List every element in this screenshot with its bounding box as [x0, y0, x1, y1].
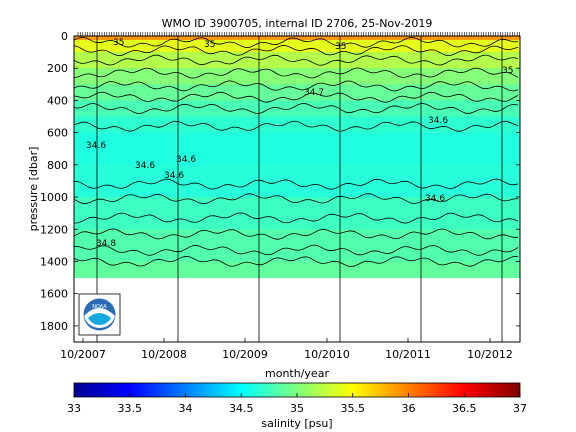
contour-lines — [74, 36, 519, 268]
y-tick-label: 200 — [47, 62, 68, 75]
x-axis-label: month/year — [265, 367, 329, 380]
contour-labels: 34.6 34.6 34.6 34.6 34.6 34.6 34.7 35 35 35 35 34.8 — [86, 38, 513, 249]
chart-title: WMO ID 3900705, internal ID 2706, 25-Nov… — [162, 17, 433, 30]
contour-line — [74, 102, 519, 115]
contour-line — [74, 193, 519, 205]
noaa-logo: NOAA — [78, 293, 121, 336]
y-axis-label: pressure [dbar] — [27, 147, 40, 232]
profile-gap-lines — [96, 36, 503, 342]
y-tick-label: 1000 — [40, 191, 68, 204]
salinity-band — [74, 84, 520, 101]
x-axis-ticks: 10/2007 10/2008 10/2009 10/2010 10/2011 10/20… — [60, 338, 513, 361]
colorbar-tick-label: 37 — [513, 402, 527, 415]
x-tick-label: 10/2007 — [60, 348, 106, 361]
y-tick-label: 600 — [47, 127, 68, 140]
colorbar-tick-label: 33 — [67, 402, 81, 415]
contour-label: 35 — [335, 42, 346, 52]
y-tick-label: 0 — [61, 30, 68, 43]
svg-text:NOAA: NOAA — [92, 304, 107, 310]
contour-line — [74, 45, 519, 57]
surface-band — [74, 36, 520, 41]
salinity-band — [74, 68, 520, 85]
contour-line — [74, 228, 519, 240]
contour-label: 34.6 — [135, 161, 155, 171]
colorbar-tick-label: 35 — [290, 402, 304, 415]
colorbar-label: salinity [psu] — [261, 417, 332, 430]
salinity-band — [74, 261, 520, 279]
contour-label: 34.6 — [428, 116, 448, 126]
contour-line — [74, 212, 519, 224]
contour-label: 34.8 — [96, 239, 116, 249]
profile-time-ticks — [77, 32, 520, 36]
contour-label: 34.6 — [176, 155, 196, 165]
x-tick-label: 10/2011 — [385, 348, 431, 361]
contour-line — [74, 244, 519, 256]
x-tick-label: 10/2012 — [467, 348, 513, 361]
x-tick-label: 10/2010 — [304, 348, 350, 361]
contour-line — [74, 54, 519, 66]
contour-line — [74, 80, 519, 92]
y-tick-label: 1600 — [40, 288, 68, 301]
colorbar-ticks: 33 33.5 34 34.5 35 35.5 36 36.5 37 — [67, 393, 527, 415]
y-axis-ticks: 0 200 400 600 800 1000 1200 1400 1600 1800 — [40, 30, 520, 333]
colorbar-tick-label: 36.5 — [452, 402, 477, 415]
salinity-band — [74, 132, 520, 166]
salinity-band — [74, 164, 520, 198]
colorbar-tick-label: 35.5 — [341, 402, 366, 415]
y-tick-label: 1400 — [40, 255, 68, 268]
contour-label: 34.6 — [164, 171, 184, 181]
contour-line — [74, 67, 519, 79]
salinity-band — [74, 52, 520, 69]
contour-label: 34.6 — [86, 141, 106, 151]
plot-area — [74, 36, 520, 342]
salinity-band — [74, 116, 520, 134]
salinity-color-bands — [74, 36, 520, 279]
contour-line — [74, 255, 519, 268]
contour-label: 35 — [204, 40, 215, 50]
x-tick-label: 10/2008 — [141, 348, 187, 361]
colorbar-tick-label: 34.5 — [229, 402, 254, 415]
colorbar-tick-label: 36 — [402, 402, 416, 415]
colorbar-tick-label: 33.5 — [118, 402, 143, 415]
contour-line — [74, 120, 519, 132]
contour-line — [74, 36, 519, 49]
contour-line — [74, 91, 519, 103]
x-tick-label: 10/2009 — [222, 348, 268, 361]
contour-label: 34.6 — [425, 194, 445, 204]
y-tick-label: 400 — [47, 94, 68, 107]
contour-line — [74, 178, 519, 190]
contour-label: 35 — [502, 66, 513, 76]
contour-label: 34.7 — [304, 88, 324, 98]
plot-frame — [73, 35, 521, 343]
y-tick-label: 1800 — [40, 320, 68, 333]
colorbar-tick-label: 34 — [179, 402, 193, 415]
y-tick-label: 1200 — [40, 223, 68, 236]
salinity-band — [74, 100, 520, 118]
y-tick-label: 800 — [47, 159, 68, 172]
contour-label: 35 — [113, 38, 124, 48]
